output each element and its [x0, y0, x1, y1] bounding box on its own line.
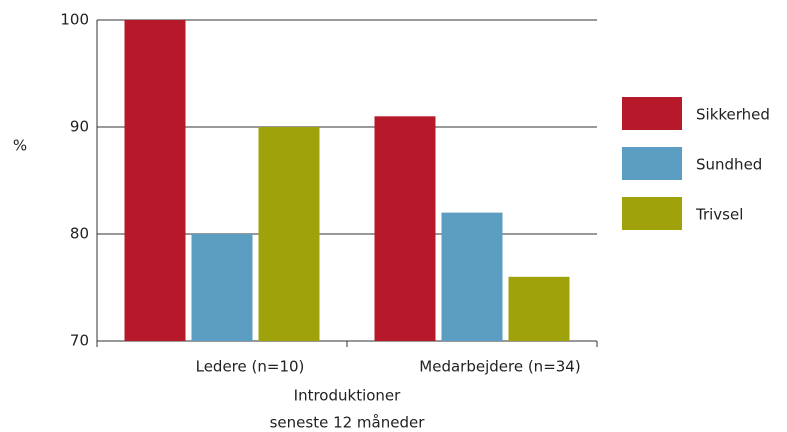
y-tick-label: 80 — [70, 225, 89, 243]
bar — [258, 127, 320, 341]
y-tick-label: 70 — [70, 332, 89, 350]
legend-swatch — [622, 147, 682, 180]
x-axis-label: Introduktioner — [294, 387, 402, 405]
bar — [374, 116, 436, 341]
legend-swatch — [622, 197, 682, 230]
bar — [191, 234, 253, 341]
bar — [441, 212, 503, 341]
x-axis-label: seneste 12 måneder — [270, 414, 426, 432]
legend-label: Trivsel — [695, 206, 743, 224]
y-tick-label: 90 — [70, 118, 89, 136]
y-tick-label: 100 — [60, 11, 89, 29]
x-tick-label: Medarbejdere (n=34) — [419, 358, 580, 376]
y-axis-label: % — [13, 137, 27, 155]
x-tick-label: Ledere (n=10) — [196, 358, 305, 376]
bar — [508, 276, 570, 341]
legend-label: Sundhed — [696, 156, 762, 174]
legend-label: Sikkerhed — [696, 106, 770, 124]
legend-swatch — [622, 97, 682, 130]
bar — [124, 20, 186, 341]
